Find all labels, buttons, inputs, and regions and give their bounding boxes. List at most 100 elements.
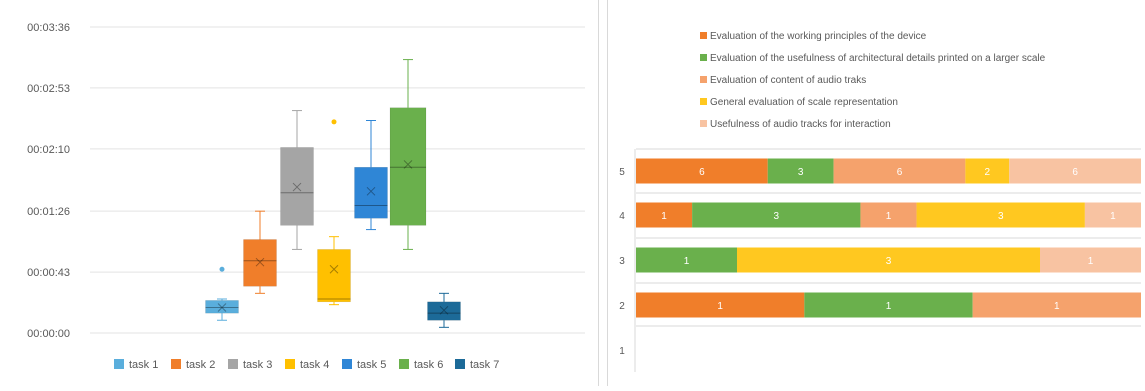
legend-swatch: [700, 76, 707, 83]
data-label: 3: [998, 211, 1004, 222]
y-tick-label: 00:00:43: [27, 267, 70, 279]
bar-segment: [636, 292, 805, 318]
stacked-bar-panel: Evaluation of the working principles of …: [607, 0, 1145, 386]
mean-marker: [439, 305, 449, 315]
legend-label: General evaluation of scale representati…: [710, 97, 898, 108]
data-label: 3: [886, 256, 892, 267]
legend-swatch: [228, 359, 238, 369]
data-label: 3: [773, 211, 779, 222]
box-iqr: [280, 147, 314, 226]
legend-item-4: General evaluation of scale representati…: [700, 97, 898, 108]
y-tick-label: 00:02:10: [27, 144, 70, 156]
box-iqr: [317, 249, 351, 303]
mean-marker: [217, 303, 227, 312]
boxplot-panel: 00:00:00 00:00:43 00:01:26 00:02:10 00:02:53…: [27, 0, 599, 386]
mean-marker: [403, 160, 413, 169]
y-tick-label: 00:03:36: [27, 22, 70, 34]
legend-swatch: [171, 359, 181, 369]
bar-segment: [636, 158, 768, 184]
legend-item-task-1: task 1: [114, 359, 158, 371]
bar-segment: [833, 158, 966, 184]
legend-label: task 4: [300, 359, 329, 371]
category-label: 3: [619, 256, 625, 267]
mean-marker: [255, 257, 265, 267]
bar-segment: [767, 158, 834, 184]
data-label: 2: [985, 167, 991, 178]
legend: Evaluation of the working principles of …: [700, 31, 1046, 130]
y-tick-label: 00:00:00: [27, 328, 70, 340]
box-task-1: [205, 266, 239, 321]
legend-item-task-2: task 2: [171, 359, 215, 371]
boxplot-chart: 00:00:00 00:00:43 00:01:26 00:02:10 00:02:53…: [27, 22, 585, 371]
bar-row-5: 6 3 6 2 6: [636, 158, 1141, 184]
legend-label: task 7: [470, 359, 499, 371]
legend-swatch: [399, 359, 409, 369]
legend-swatch: [700, 98, 707, 105]
legend-label: task 5: [357, 359, 386, 371]
legend-label: Evaluation of the working principles of …: [710, 31, 927, 42]
outlier-point: [331, 119, 337, 125]
box-task-3: [280, 110, 314, 250]
data-label: 1: [1054, 301, 1060, 312]
category-label: 1: [619, 346, 625, 357]
legend-item-1: Evaluation of the working principles of …: [700, 31, 927, 42]
legend-label: Usefulness of audio tracks for interacti…: [710, 119, 891, 130]
legend-item-5: Usefulness of audio tracks for interacti…: [700, 119, 891, 130]
legend-item-task-4: task 4: [285, 359, 329, 371]
outlier-point: [219, 266, 225, 272]
box-iqr: [354, 167, 388, 219]
data-label: 1: [1110, 211, 1116, 222]
legend-label: task 1: [129, 359, 158, 371]
legend-swatch: [455, 359, 465, 369]
box-task-6: [389, 59, 427, 250]
bars: 6 3 6 2 6 1 3 1 3 1 1 3 1 1 1 1: [636, 158, 1141, 318]
box-iqr: [427, 301, 461, 321]
bar-segment: [636, 247, 737, 273]
bar-segment: [692, 202, 861, 228]
data-label: 1: [886, 301, 892, 312]
legend-item-task-3: task 3: [228, 359, 272, 371]
box-iqr: [243, 239, 277, 287]
legend-item-task-6: task 6: [399, 359, 443, 371]
y-tick-label: 00:02:53: [27, 83, 70, 95]
legend-swatch: [342, 359, 352, 369]
data-label: 1: [1088, 256, 1094, 267]
bar-row-4: 1 3 1 3 1: [636, 202, 1141, 228]
gridlines: [634, 148, 1141, 372]
mean-marker: [329, 264, 339, 274]
legend-label: Evaluation of content of audio traks: [710, 75, 866, 86]
box-task-7: [427, 292, 461, 328]
category-label: 4: [619, 211, 625, 222]
bar-segment: [860, 202, 917, 228]
mean-marker: [366, 186, 376, 196]
box-task-5: [354, 120, 388, 231]
bar-row-3: 1 3 1: [636, 247, 1141, 273]
legend-label: task 2: [186, 359, 215, 371]
bar-row-2: 1 1 1: [636, 292, 1141, 318]
bar-segment: [965, 158, 1010, 184]
legend-item-task-7: task 7: [455, 359, 499, 371]
legend-item-2: Evaluation of the usefulness of architec…: [700, 53, 1046, 64]
data-label: 3: [798, 167, 804, 178]
legend-label: Evaluation of the usefulness of architec…: [710, 53, 1046, 64]
bar-segment: [804, 292, 973, 318]
data-label: 1: [684, 256, 690, 267]
legend-swatch: [114, 359, 124, 369]
bar-segment: [1009, 158, 1141, 184]
bar-segment: [737, 247, 1040, 273]
box-iqr: [205, 300, 239, 314]
box-task-4: [317, 119, 351, 306]
boxes: [205, 59, 461, 328]
legend-label: task 6: [414, 359, 443, 371]
category-axis: 5 4 3 2 1: [619, 167, 625, 357]
legend: task 1 task 2 task 3 task 4 task 5 task 6 task…: [114, 359, 499, 371]
bar-segment: [636, 202, 693, 228]
data-label: 6: [699, 167, 705, 178]
category-label: 5: [619, 167, 625, 178]
bar-segment: [972, 292, 1141, 318]
bar-segment: [1040, 247, 1141, 273]
legend-swatch: [700, 120, 707, 127]
mean-marker: [292, 182, 302, 192]
legend-item-3: Evaluation of content of audio traks: [700, 75, 866, 86]
category-label: 2: [619, 301, 625, 312]
